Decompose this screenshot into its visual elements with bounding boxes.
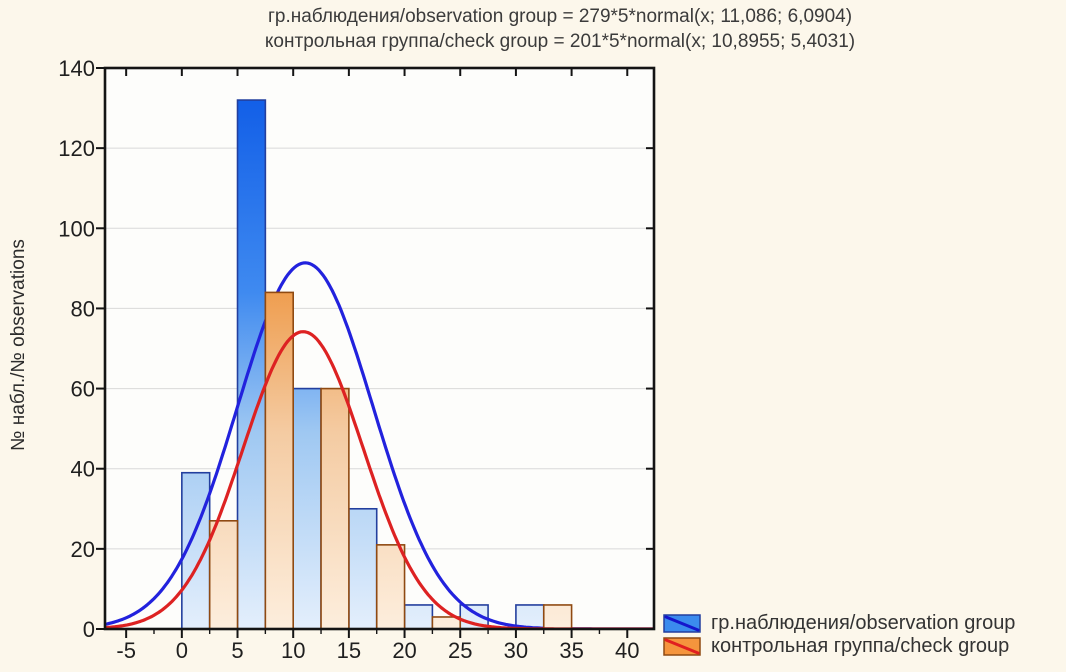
chart-title-line1: гр.наблюдения/observation group = 279*5*… <box>267 6 853 27</box>
x-tick-label: 10 <box>281 638 305 663</box>
normal-curve-check <box>105 330 654 629</box>
x-tick-label: 5 <box>231 638 243 663</box>
y-tick-label: 140 <box>58 56 95 81</box>
legend-item-observation: гр.наблюдения/observation group <box>663 612 1015 635</box>
histogram-bar-observation <box>348 507 378 630</box>
x-tick-label: 0 <box>176 638 188 663</box>
histogram-bar-check <box>320 387 350 630</box>
y-tick-label: 0 <box>83 617 95 642</box>
x-tick-label: 35 <box>559 638 583 663</box>
observation-swatch-icon <box>663 614 701 633</box>
x-tick-label: -5 <box>116 638 136 663</box>
x-tick-label: 25 <box>448 638 472 663</box>
axis-tick-labels: 0 20 40 60 80 100 120 140 -5 0 5 10 15 20 25 30 35 40 <box>58 56 639 663</box>
x-tick-label: 30 <box>504 638 528 663</box>
y-tick-label: 60 <box>71 377 95 402</box>
legend-label-observation: гр.наблюдения/observation group <box>711 612 1016 634</box>
histogram-bar-observation <box>292 387 322 630</box>
histogram-bar-observation <box>515 604 545 630</box>
legend-swatch-observation-icon <box>663 614 701 633</box>
histogram-bar-check <box>375 544 406 630</box>
plot-border <box>103 66 656 631</box>
legend-item-check: контрольная группа/check group <box>663 635 1015 658</box>
chart-title-line2: контрольная группа/check group = 201*5*n… <box>264 31 856 52</box>
x-tick-label: 40 <box>615 638 639 663</box>
plot-frame <box>103 66 656 631</box>
histogram-bar-check <box>208 520 239 630</box>
legend: гр.наблюдения/observation group контроль… <box>663 612 1015 658</box>
y-tick-label: 40 <box>71 457 95 482</box>
chart-title: гр.наблюдения/observation group = 279*5*… <box>0 4 1066 54</box>
legend-swatch-check-icon <box>663 637 701 656</box>
histogram-bar-observation <box>403 604 434 630</box>
legend-label-check: контрольная группа/check group <box>711 635 1010 657</box>
y-tick-label: 20 <box>71 537 95 562</box>
histogram-bar-check <box>542 604 573 630</box>
axis-ticks <box>96 67 654 638</box>
y-tick-label: 100 <box>58 216 95 241</box>
y-tick-label: 120 <box>58 136 95 161</box>
histogram-bar-check <box>264 291 294 630</box>
x-tick-label: 15 <box>337 638 361 663</box>
bars-and-curves <box>105 99 654 630</box>
x-tick-label: 20 <box>392 638 416 663</box>
check-swatch-icon <box>663 637 701 656</box>
y-tick-label: 80 <box>71 296 95 321</box>
